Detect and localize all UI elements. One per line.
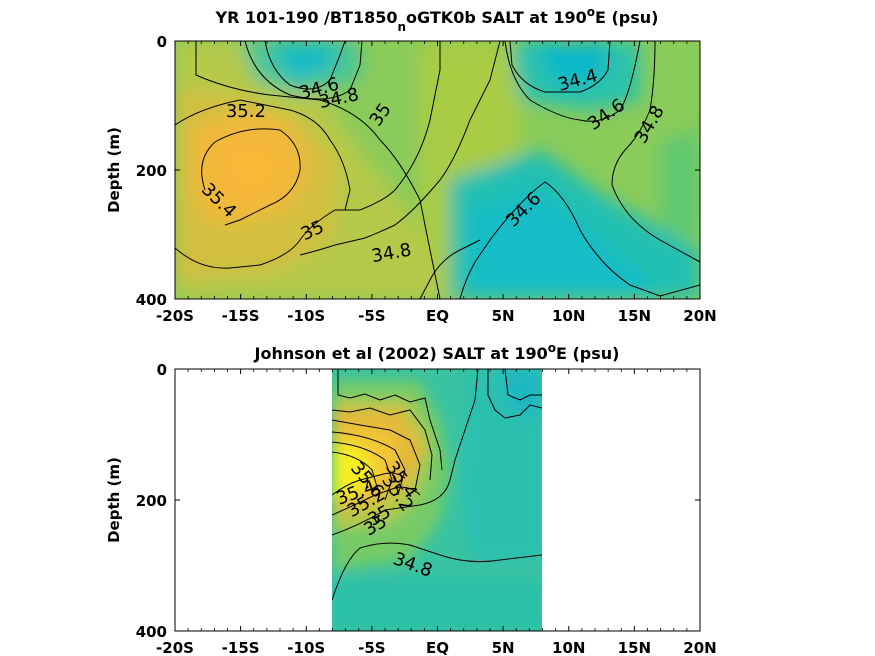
top-y-axis-label: Depth (m) <box>105 127 123 213</box>
x-tick-label: -10S <box>287 639 325 656</box>
x-tick-label: -15S <box>222 639 260 656</box>
x-tick-label: EQ <box>426 307 449 325</box>
x-tick-label: -5S <box>358 639 385 656</box>
x-tick-label: 5N <box>492 639 515 656</box>
x-tick-label: 15N <box>618 639 651 656</box>
x-tick-label: -20S <box>156 639 194 656</box>
top-panel: YR 101-190 /BT1850noGTK0b SALT at 190oE … <box>105 5 717 325</box>
y-tick-label: 0 <box>157 361 167 379</box>
bottom-contour-lines <box>332 369 542 601</box>
bottom-y-axis-label: Depth (m) <box>105 457 123 543</box>
x-tick-label: 5N <box>492 307 515 325</box>
top-panel-title: YR 101-190 /BT1850noGTK0b SALT at 190oE … <box>215 5 659 34</box>
top-x-ticks: -20S -15S -10S -5S EQ 5N 10N 15N 20N <box>156 41 717 325</box>
y-tick-label: 200 <box>136 492 167 510</box>
y-tick-label: 200 <box>136 162 167 180</box>
x-tick-label: -10S <box>287 307 325 325</box>
y-tick-label: 400 <box>136 291 167 309</box>
bottom-x-ticks: -20S -15S -10S -5S EQ 5N 10N 15N 20N <box>156 369 717 656</box>
x-tick-label: 20N <box>683 639 716 656</box>
top-contour-lines <box>175 41 700 299</box>
x-tick-label: -20S <box>156 307 194 325</box>
bottom-panel: Johnson et al (2002) SALT at 190oE (psu) <box>105 341 717 656</box>
x-tick-label: -5S <box>358 307 385 325</box>
x-tick-label: EQ <box>426 639 449 656</box>
x-tick-label: 10N <box>552 307 585 325</box>
bottom-y-ticks: 0 200 400 <box>136 361 700 641</box>
y-tick-label: 0 <box>157 33 167 51</box>
x-tick-label: -15S <box>222 307 260 325</box>
bottom-panel-title: Johnson et al (2002) SALT at 190oE (psu) <box>254 341 620 363</box>
x-tick-label: 20N <box>683 307 716 325</box>
x-tick-label: 15N <box>618 307 651 325</box>
x-tick-label: 10N <box>552 639 585 656</box>
contour-label: 35.2 <box>226 101 266 122</box>
y-tick-label: 400 <box>136 623 167 641</box>
top-y-ticks: 0 200 400 <box>136 33 700 309</box>
